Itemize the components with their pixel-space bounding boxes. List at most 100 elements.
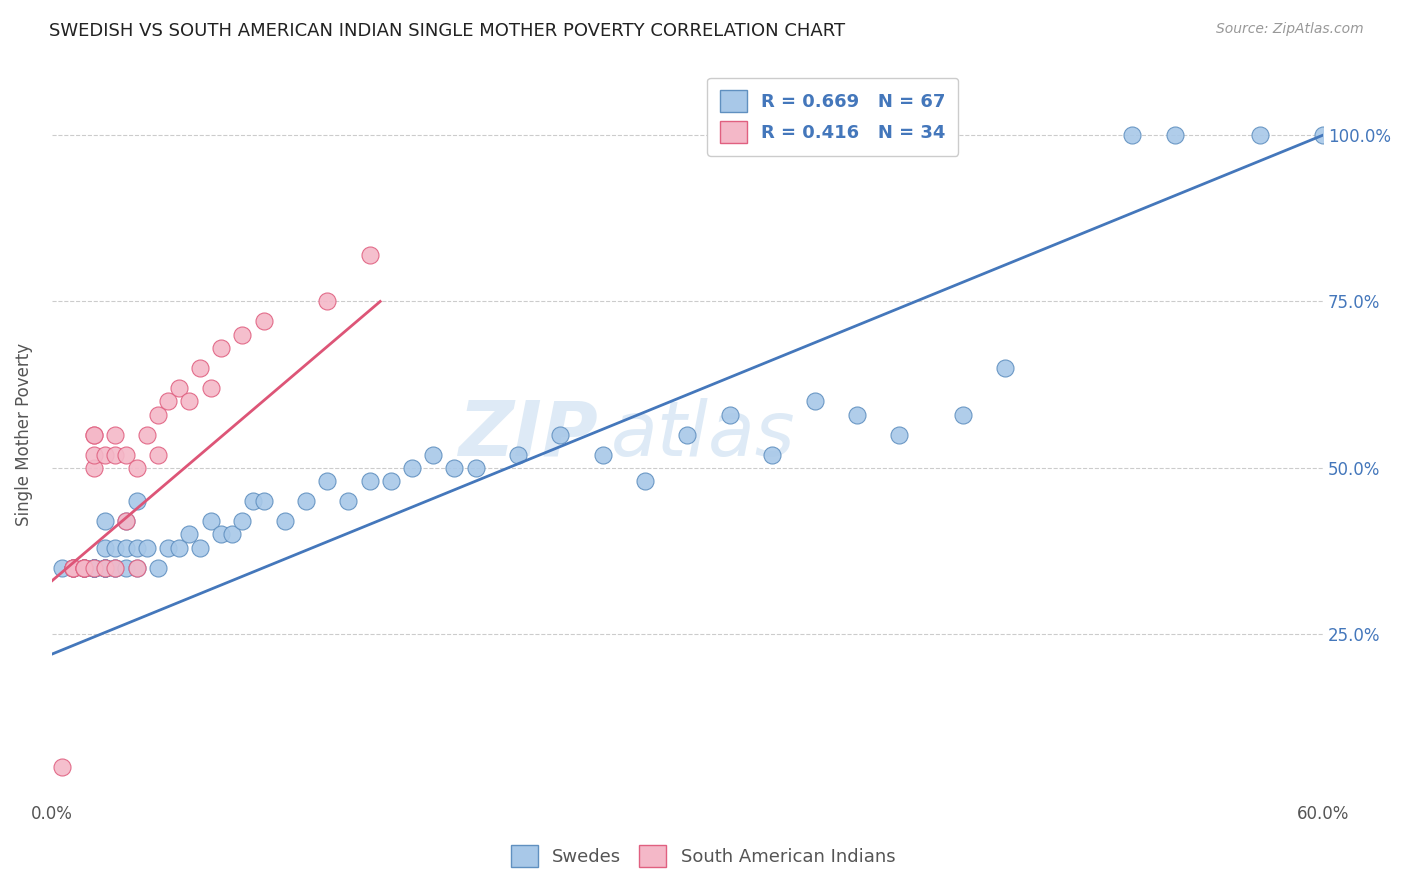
Point — [952, 408, 974, 422]
Point — [761, 448, 783, 462]
Point — [209, 527, 232, 541]
Point — [115, 560, 138, 574]
Point — [83, 560, 105, 574]
Point — [200, 514, 222, 528]
Point — [72, 560, 94, 574]
Point — [125, 541, 148, 555]
Point — [93, 560, 115, 574]
Point — [167, 541, 190, 555]
Point — [231, 327, 253, 342]
Point — [104, 427, 127, 442]
Point — [188, 361, 211, 376]
Point — [72, 560, 94, 574]
Point — [718, 408, 741, 422]
Point — [83, 560, 105, 574]
Point — [115, 541, 138, 555]
Point — [83, 460, 105, 475]
Point — [146, 408, 169, 422]
Point — [115, 448, 138, 462]
Point — [401, 460, 423, 475]
Point — [93, 448, 115, 462]
Point — [316, 294, 339, 309]
Point — [72, 560, 94, 574]
Point — [83, 560, 105, 574]
Point — [125, 560, 148, 574]
Point — [93, 560, 115, 574]
Point — [125, 460, 148, 475]
Point — [93, 560, 115, 574]
Y-axis label: Single Mother Poverty: Single Mother Poverty — [15, 343, 32, 526]
Point — [136, 427, 159, 442]
Point — [62, 560, 84, 574]
Point — [72, 560, 94, 574]
Point — [231, 514, 253, 528]
Point — [422, 448, 444, 462]
Point — [146, 560, 169, 574]
Point — [167, 381, 190, 395]
Point — [93, 560, 115, 574]
Point — [337, 494, 360, 508]
Point — [72, 560, 94, 574]
Point — [83, 560, 105, 574]
Point — [104, 560, 127, 574]
Point — [83, 448, 105, 462]
Point — [83, 560, 105, 574]
Point — [104, 560, 127, 574]
Point — [62, 560, 84, 574]
Point — [62, 560, 84, 574]
Point — [93, 514, 115, 528]
Point — [464, 460, 486, 475]
Point — [1121, 128, 1143, 142]
Point — [1312, 128, 1334, 142]
Point — [62, 560, 84, 574]
Point — [274, 514, 297, 528]
Point — [846, 408, 869, 422]
Point — [253, 494, 276, 508]
Point — [253, 314, 276, 328]
Point — [359, 248, 381, 262]
Point — [316, 474, 339, 488]
Point — [889, 427, 911, 442]
Point — [125, 560, 148, 574]
Point — [295, 494, 318, 508]
Point — [93, 560, 115, 574]
Point — [1249, 128, 1271, 142]
Point — [550, 427, 572, 442]
Text: Source: ZipAtlas.com: Source: ZipAtlas.com — [1216, 22, 1364, 37]
Point — [359, 474, 381, 488]
Point — [209, 341, 232, 355]
Point — [676, 427, 699, 442]
Point — [380, 474, 402, 488]
Point — [506, 448, 529, 462]
Text: atlas: atlas — [612, 398, 796, 472]
Point — [125, 494, 148, 508]
Point — [221, 527, 243, 541]
Point — [104, 448, 127, 462]
Point — [994, 361, 1017, 376]
Point — [83, 427, 105, 442]
Point — [200, 381, 222, 395]
Point — [93, 541, 115, 555]
Point — [157, 541, 180, 555]
Point — [157, 394, 180, 409]
Point — [115, 514, 138, 528]
Legend: Swedes, South American Indians: Swedes, South American Indians — [503, 838, 903, 874]
Legend: R = 0.669   N = 67, R = 0.416   N = 34: R = 0.669 N = 67, R = 0.416 N = 34 — [707, 78, 957, 156]
Point — [136, 541, 159, 555]
Point — [592, 448, 614, 462]
Point — [242, 494, 264, 508]
Point — [115, 514, 138, 528]
Point — [104, 560, 127, 574]
Point — [443, 460, 465, 475]
Point — [104, 541, 127, 555]
Point — [72, 560, 94, 574]
Point — [51, 560, 73, 574]
Point — [51, 760, 73, 774]
Point — [83, 427, 105, 442]
Point — [634, 474, 657, 488]
Point — [83, 560, 105, 574]
Point — [83, 560, 105, 574]
Text: ZIP: ZIP — [458, 398, 599, 472]
Point — [179, 527, 201, 541]
Point — [803, 394, 825, 409]
